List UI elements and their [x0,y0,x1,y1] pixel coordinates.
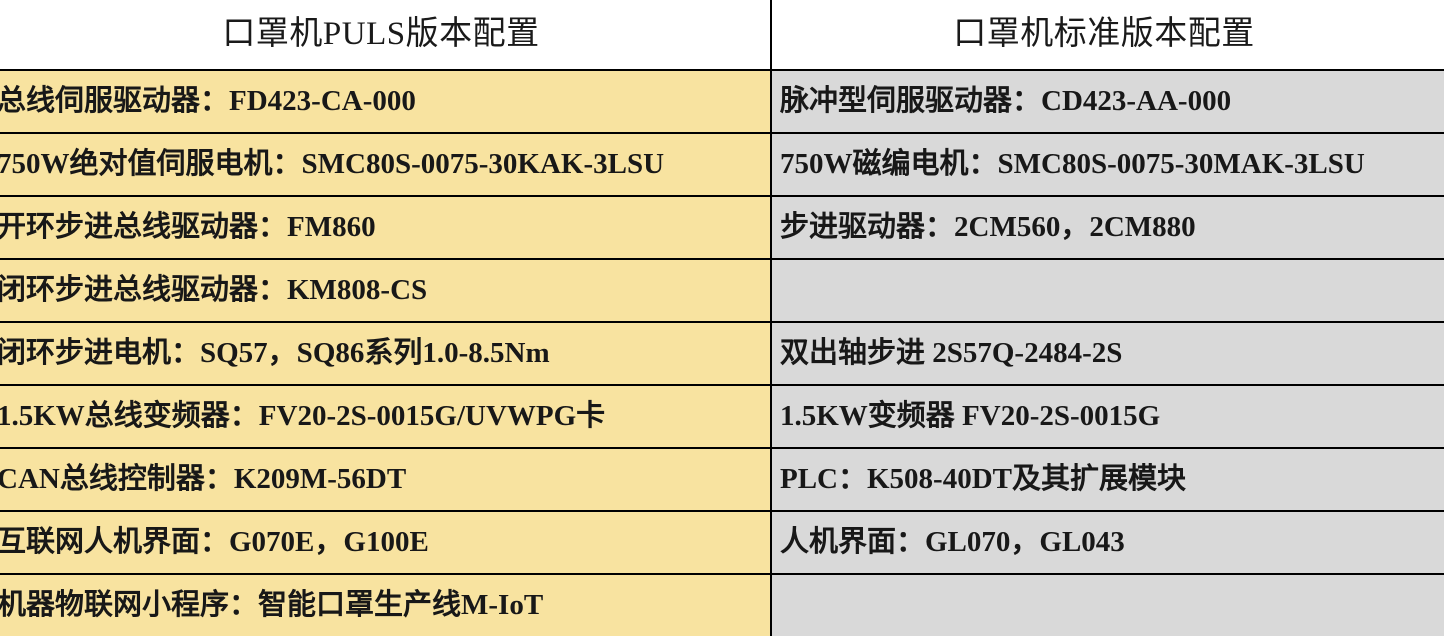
cell-text: 1.5KW总线变频器：FV20-2S-0015G/UVWPG卡 [0,400,606,432]
cell-text: PLC：K508-40DT及其扩展模块 [780,463,1187,495]
cell-puls-row-6: 1.5KW总线变频器：FV20-2S-0015G/UVWPG卡 [0,384,772,449]
cell-puls-row-1: 总线伺服驱动器：FD423-CA-000 [0,69,772,134]
cell-standard-row-9-empty [770,573,1444,636]
cell-text: 互联网人机界面：G070E，G100E [0,526,429,558]
cell-standard-row-4-empty [770,258,1444,323]
cell-puls-row-9: 机器物联网小程序：智能口罩生产线M-IoT [0,573,772,636]
table-row: 闭环步进电机：SQ57，SQ86系列1.0-8.5Nm 双出轴步进 2S57Q-… [0,321,1444,386]
column-header-standard-version-label: 口罩机标准版本配置 [953,16,1255,52]
cell-standard-row-3: 步进驱动器：2CM560，2CM880 [770,195,1444,260]
column-header-puls-version-label: 口罩机PULS版本配置 [222,16,540,52]
table-row: 总线伺服驱动器：FD423-CA-000 脉冲型伺服驱动器：CD423-AA-0… [0,69,1444,134]
cell-text [780,605,1440,606]
table-row: 开环步进总线驱动器：FM860 步进驱动器：2CM560，2CM880 [0,195,1444,260]
cell-text: 闭环步进电机：SQ57，SQ86系列1.0-8.5Nm [0,337,550,369]
cell-standard-row-8: 人机界面：GL070，GL043 [770,510,1444,575]
cell-standard-row-7: PLC：K508-40DT及其扩展模块 [770,447,1444,512]
cell-text: CAN总线控制器：K209M-56DT [0,463,407,495]
table-row: 750W绝对值伺服电机：SMC80S-0075-30KAK-3LSU 750W磁… [0,132,1444,197]
column-header-standard-version: 口罩机标准版本配置 [770,0,1444,71]
cell-standard-row-5: 双出轴步进 2S57Q-2484-2S [770,321,1444,386]
table-row: 机器物联网小程序：智能口罩生产线M-IoT [0,573,1444,636]
cell-puls-row-7: CAN总线控制器：K209M-56DT [0,447,772,512]
cell-text: 总线伺服驱动器：FD423-CA-000 [0,85,416,117]
cell-text: 750W绝对值伺服电机：SMC80S-0075-30KAK-3LSU [0,148,665,180]
cell-text: 步进驱动器：2CM560，2CM880 [780,211,1196,243]
cell-text: 闭环步进总线驱动器：KM808-CS [0,274,428,306]
cell-text: 人机界面：GL070，GL043 [780,526,1125,558]
cell-puls-row-3: 开环步进总线驱动器：FM860 [0,195,772,260]
cell-text: 脉冲型伺服驱动器：CD423-AA-000 [780,85,1232,117]
cell-text: 开环步进总线驱动器：FM860 [0,211,376,243]
cell-puls-row-4: 闭环步进总线驱动器：KM808-CS [0,258,772,323]
cell-standard-row-2: 750W磁编电机：SMC80S-0075-30MAK-3LSU [770,132,1444,197]
table-row: CAN总线控制器：K209M-56DT PLC：K508-40DT及其扩展模块 [0,447,1444,512]
cell-standard-row-1: 脉冲型伺服驱动器：CD423-AA-000 [770,69,1444,134]
table-row: 互联网人机界面：G070E，G100E 人机界面：GL070，GL043 [0,510,1444,575]
column-header-puls-version: 口罩机PULS版本配置 [0,0,772,71]
cell-puls-row-5: 闭环步进电机：SQ57，SQ86系列1.0-8.5Nm [0,321,772,386]
cell-puls-row-8: 互联网人机界面：G070E，G100E [0,510,772,575]
cell-text: 双出轴步进 2S57Q-2484-2S [780,337,1123,369]
table-row: 闭环步进总线驱动器：KM808-CS [0,258,1444,323]
cell-text: 机器物联网小程序：智能口罩生产线M-IoT [0,589,544,621]
cell-standard-row-6: 1.5KW变频器 FV20-2S-0015G [770,384,1444,449]
table-row: 1.5KW总线变频器：FV20-2S-0015G/UVWPG卡 1.5KW变频器… [0,384,1444,449]
cell-text [780,290,1440,291]
cell-text: 1.5KW变频器 FV20-2S-0015G [780,400,1161,432]
cell-text: 750W磁编电机：SMC80S-0075-30MAK-3LSU [780,148,1365,180]
table-header-row: 口罩机PULS版本配置 口罩机标准版本配置 [0,0,1444,71]
cell-puls-row-2: 750W绝对值伺服电机：SMC80S-0075-30KAK-3LSU [0,132,772,197]
